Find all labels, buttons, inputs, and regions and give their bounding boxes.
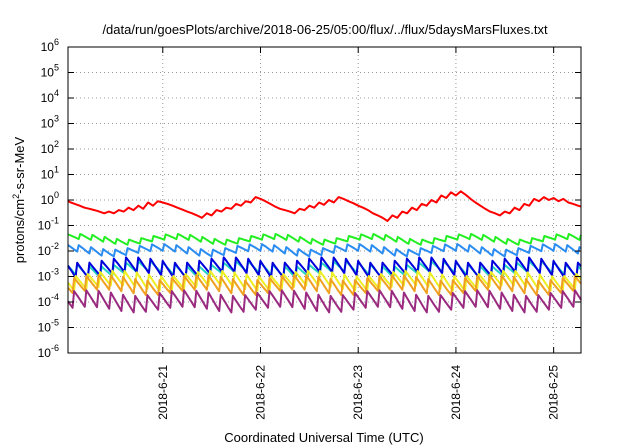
y-axis-ticks: 10-6 10-5 10-4 10-3 10-2 10-1 100 101 102 103 104 1… bbox=[38, 37, 581, 360]
x-axis-label: Coordinated Universal Time (UTC) bbox=[224, 430, 423, 445]
y-tick-label: 10-6 bbox=[38, 343, 59, 360]
x-tick-label: 2018-6-22 bbox=[253, 365, 267, 420]
series-line bbox=[67, 256, 582, 279]
y-tick-label: 100 bbox=[41, 190, 59, 207]
y-tick-label: 10-2 bbox=[38, 241, 59, 258]
y-tick-label: 106 bbox=[41, 37, 59, 54]
x-axis-ticks: 2018-6-21 2018-6-22 2018-6-23 2018-6-24 2018… bbox=[156, 47, 561, 420]
chart-title: /data/run/goesPlots/archive/2018-06-25/0… bbox=[102, 22, 548, 37]
x-tick-label: 2018-6-21 bbox=[156, 365, 170, 420]
y-tick-label: 101 bbox=[41, 165, 59, 182]
y-tick-label: 10-3 bbox=[38, 267, 59, 284]
x-tick-label: 2018-6-23 bbox=[351, 365, 365, 420]
series-line bbox=[67, 269, 582, 292]
series-line bbox=[67, 190, 582, 222]
series-line bbox=[67, 289, 582, 314]
x-tick-label: 2018-6-25 bbox=[547, 365, 561, 420]
y-tick-label: 10-4 bbox=[38, 292, 59, 309]
y-tick-label: 10-1 bbox=[38, 216, 59, 233]
grid bbox=[68, 47, 581, 353]
y-axis-label: protons/cm2-s-sr-MeV bbox=[11, 136, 27, 263]
y-tick-label: 103 bbox=[41, 114, 59, 131]
y-tick-label: 10-5 bbox=[38, 318, 59, 335]
y-tick-label: 102 bbox=[41, 139, 59, 156]
series-line bbox=[67, 233, 582, 246]
x-tick-label: 2018-6-24 bbox=[449, 365, 463, 420]
y-tick-label: 105 bbox=[41, 63, 59, 80]
y-tick-label: 104 bbox=[41, 88, 59, 105]
series-group bbox=[67, 190, 582, 314]
series-line bbox=[67, 274, 582, 296]
series-line bbox=[67, 243, 582, 258]
